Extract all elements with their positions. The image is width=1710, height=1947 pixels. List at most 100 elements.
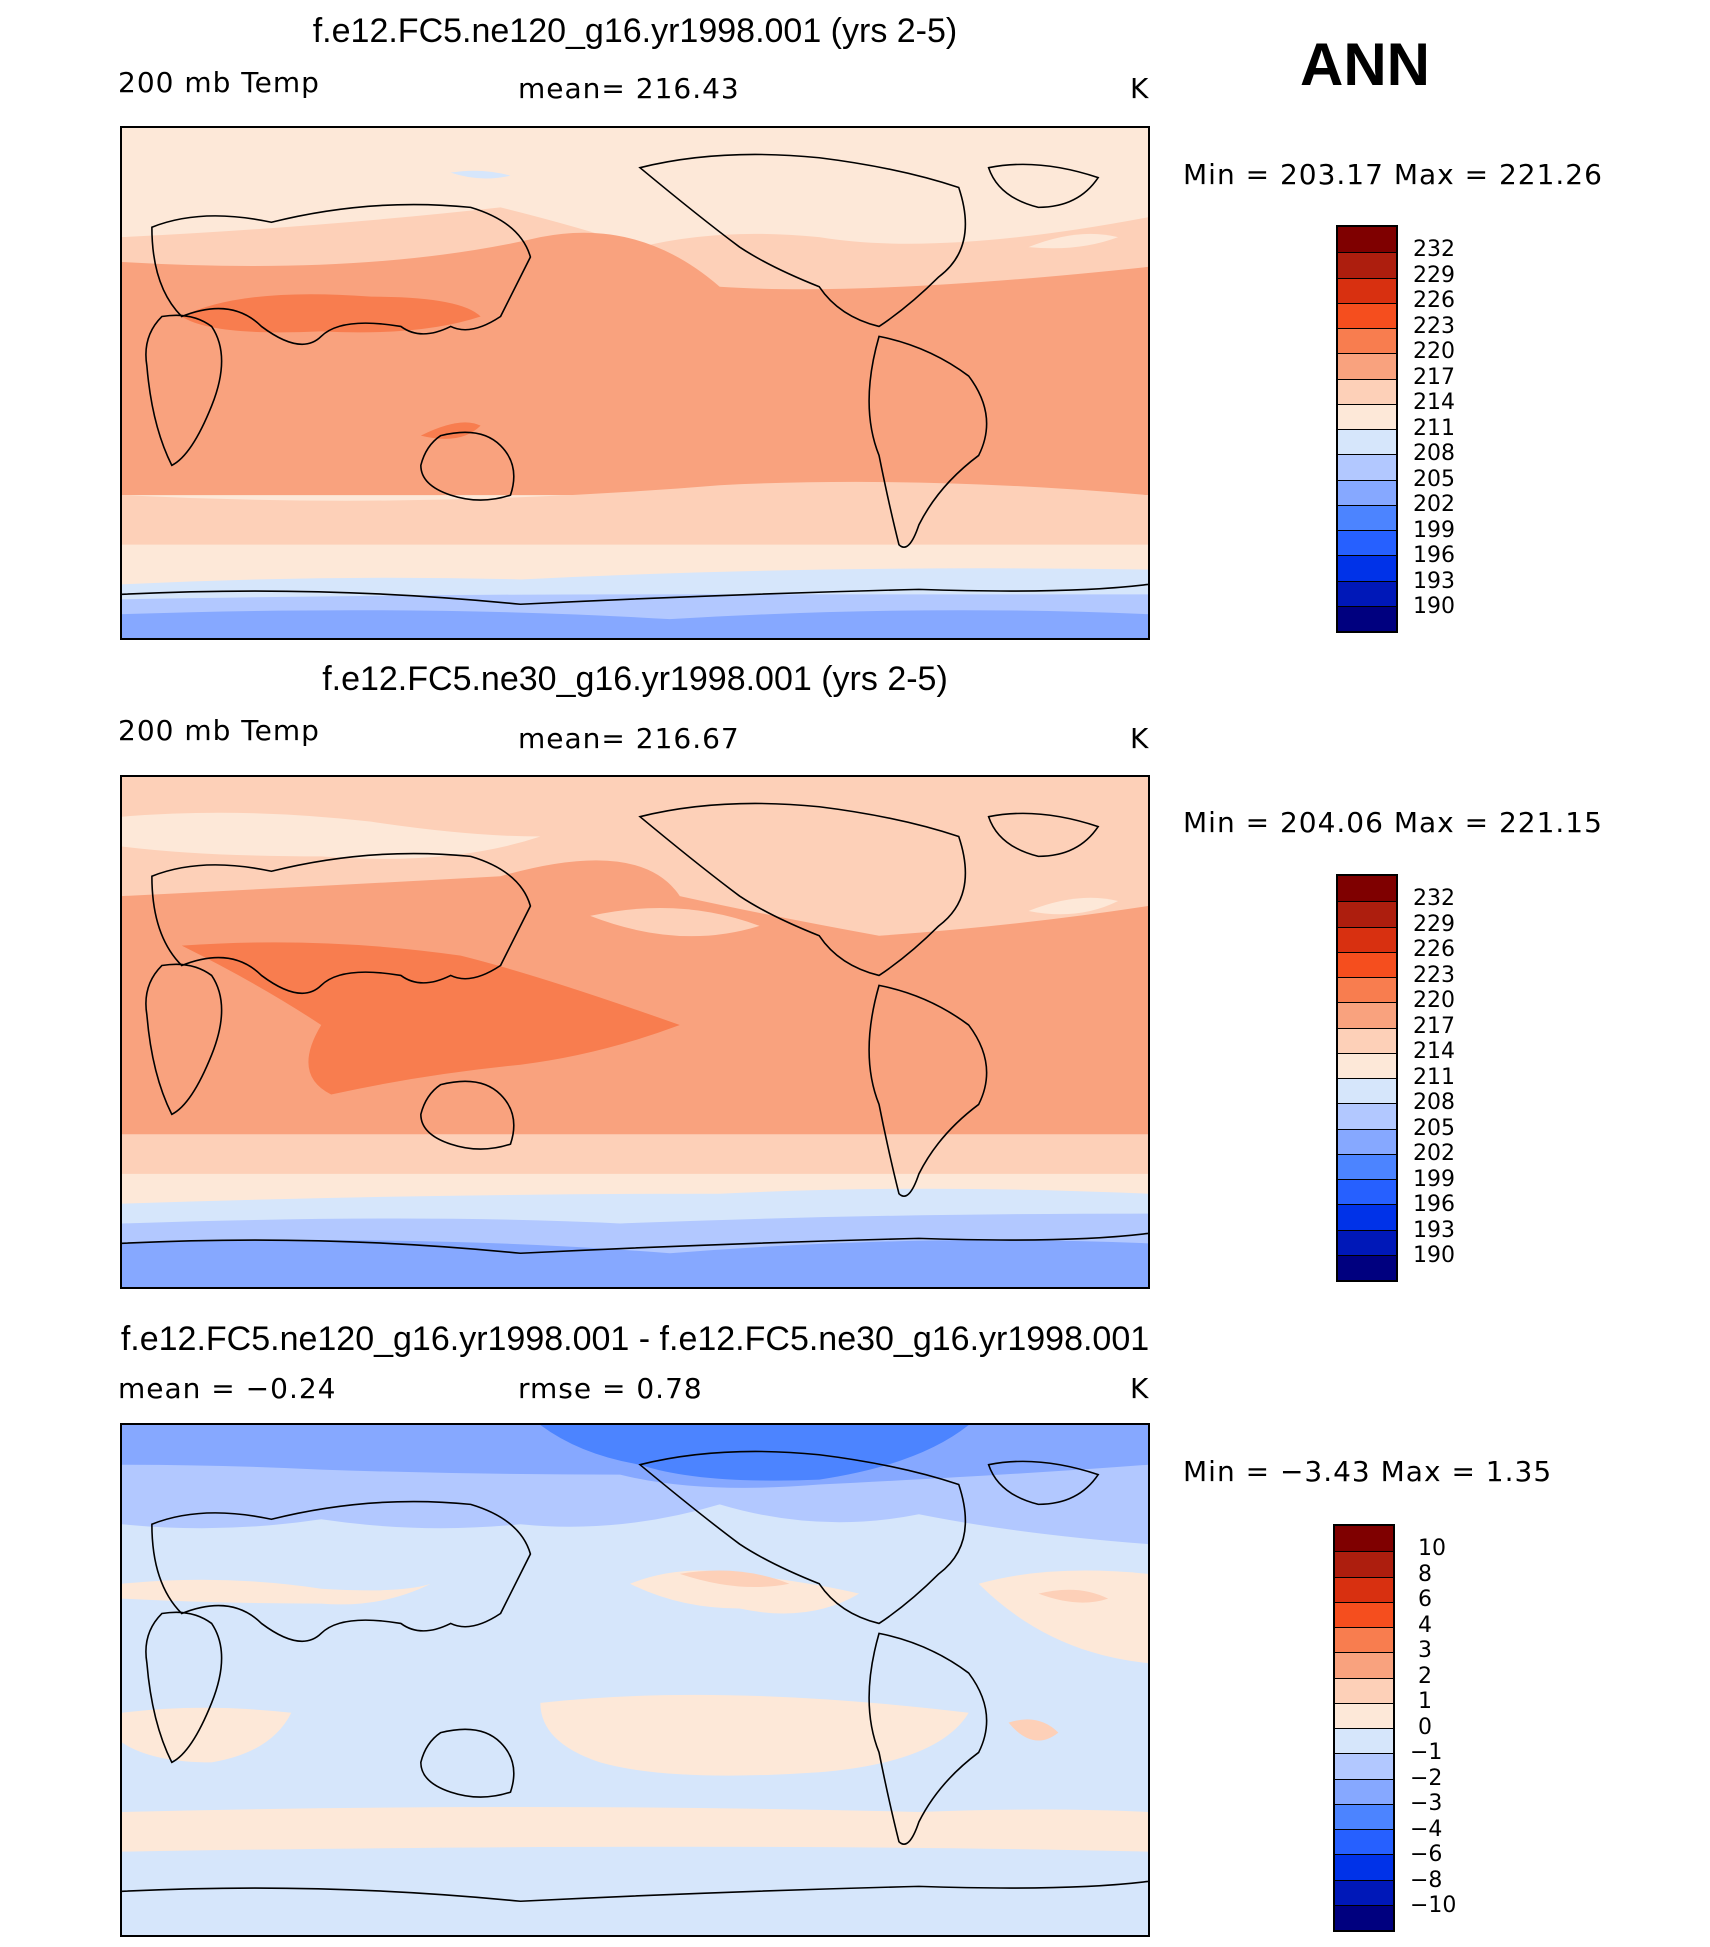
cb3-label-1: 8 xyxy=(1418,1561,1432,1587)
cb3-label-12: −6 xyxy=(1410,1842,1443,1867)
colorbar-swatch xyxy=(1338,454,1396,480)
cb2-label-11: 199 xyxy=(1413,1166,1455,1192)
colorbar-swatch xyxy=(1338,328,1396,354)
cb1-label-14: 190 xyxy=(1413,594,1455,619)
cb2-label-2: 226 xyxy=(1413,937,1455,962)
colorbar-swatch xyxy=(1338,1128,1396,1154)
colorbar-swatch xyxy=(1338,1229,1396,1255)
cb3-label-4: 3 xyxy=(1418,1638,1432,1663)
cb2-label-3: 223 xyxy=(1413,962,1455,988)
colorbar-swatch xyxy=(1338,479,1396,505)
colorbar-swatch xyxy=(1338,1153,1396,1179)
cb1-label-11: 199 xyxy=(1413,517,1455,543)
colorbar-swatch xyxy=(1335,1728,1393,1754)
panel-1-colorbar-labels: 232 229 226 223 220 217 214 211 208 205 … xyxy=(1413,237,1493,619)
cb2-label-6: 214 xyxy=(1413,1039,1455,1064)
cb3-label-3: 4 xyxy=(1418,1612,1432,1638)
panel-1-contour-plot xyxy=(122,128,1148,638)
colorbar-swatch xyxy=(1335,1702,1393,1728)
cb2-label-0: 232 xyxy=(1413,886,1455,911)
cb2-label-8: 208 xyxy=(1413,1090,1455,1115)
colorbar-swatch xyxy=(1338,302,1396,328)
panel-3-colorbar-labels: 10 8 6 4 3 2 1 0 −1 −2 −3 −4 −6 −8 −10 xyxy=(1410,1536,1490,1918)
cb1-label-7: 211 xyxy=(1413,415,1455,441)
colorbar-swatch xyxy=(1338,1204,1396,1230)
colorbar-swatch xyxy=(1338,901,1396,927)
panel-3-contour-plot xyxy=(122,1425,1148,1935)
cb1-label-4: 220 xyxy=(1413,339,1455,364)
panel-2-units: K xyxy=(1130,722,1150,755)
colorbar-swatch xyxy=(1338,1027,1396,1053)
panel-3-units: K xyxy=(1130,1372,1150,1405)
cb2-label-10: 202 xyxy=(1413,1141,1455,1166)
panel-2-map xyxy=(120,775,1150,1289)
cb3-label-0: 10 xyxy=(1418,1536,1446,1561)
cb2-label-14: 190 xyxy=(1413,1243,1455,1268)
cb1-label-13: 193 xyxy=(1413,568,1455,594)
panel-1-map xyxy=(120,126,1150,640)
colorbar-swatch xyxy=(1338,580,1396,606)
colorbar-swatch xyxy=(1338,403,1396,429)
panel-2-minmax: Min = 204.06 Max = 221.15 xyxy=(1183,806,1603,839)
colorbar-swatch xyxy=(1335,1677,1393,1703)
cb3-label-5: 2 xyxy=(1418,1663,1432,1689)
colorbar-swatch xyxy=(1338,1078,1396,1104)
panel-3-colorbar xyxy=(1333,1524,1395,1932)
colorbar-swatch xyxy=(1338,951,1396,977)
colorbar-swatch xyxy=(1335,1551,1393,1577)
colorbar-swatch xyxy=(1338,1103,1396,1129)
cb3-label-6: 1 xyxy=(1418,1689,1432,1714)
cb1-label-8: 208 xyxy=(1413,441,1455,466)
cb2-label-5: 217 xyxy=(1413,1013,1455,1039)
colorbar-swatch xyxy=(1338,1002,1396,1028)
cb1-label-3: 223 xyxy=(1413,313,1455,339)
cb3-label-8: −1 xyxy=(1410,1740,1443,1765)
cb1-label-12: 196 xyxy=(1413,543,1455,568)
panel-1-minmax: Min = 203.17 Max = 221.26 xyxy=(1183,158,1603,191)
panel-2-colorbar-labels: 232 229 226 223 220 217 214 211 208 205 … xyxy=(1413,886,1493,1268)
panel-2-title: f.e12.FC5.ne30_g16.yr1998.001 (yrs 2-5) xyxy=(322,660,948,698)
colorbar-swatch xyxy=(1338,252,1396,278)
cb1-label-6: 214 xyxy=(1413,390,1455,415)
colorbar-swatch xyxy=(1335,1904,1393,1930)
colorbar-swatch xyxy=(1338,530,1396,556)
colorbar-swatch xyxy=(1338,926,1396,952)
cb2-label-12: 196 xyxy=(1413,1192,1455,1217)
colorbar-swatch xyxy=(1335,1601,1393,1627)
cb3-label-2: 6 xyxy=(1418,1587,1432,1612)
colorbar-swatch xyxy=(1335,1879,1393,1905)
cb1-label-1: 229 xyxy=(1413,262,1455,288)
cb2-label-7: 211 xyxy=(1413,1064,1455,1090)
colorbar-swatch xyxy=(1338,876,1396,902)
colorbar-swatch xyxy=(1335,1854,1393,1880)
colorbar-swatch xyxy=(1338,555,1396,581)
panel-3-rmse: rmse = 0.78 xyxy=(518,1372,703,1405)
colorbar-swatch xyxy=(1335,1778,1393,1804)
colorbar-swatch xyxy=(1338,353,1396,379)
colorbar-swatch xyxy=(1338,429,1396,455)
panel-1-units: K xyxy=(1130,72,1150,105)
cb1-label-9: 205 xyxy=(1413,466,1455,492)
panel-1-variable: 200 mb Temp xyxy=(118,66,320,99)
panel-2-stat: mean= 216.67 xyxy=(518,722,740,755)
cb3-label-11: −4 xyxy=(1410,1816,1443,1842)
colorbar-swatch xyxy=(1338,1179,1396,1205)
cb2-label-9: 205 xyxy=(1413,1115,1455,1141)
cb2-label-13: 193 xyxy=(1413,1217,1455,1243)
panel-2-contour-plot xyxy=(122,777,1148,1287)
panel-1-colorbar xyxy=(1336,225,1398,633)
panel-3-title: f.e12.FC5.ne120_g16.yr1998.001 - f.e12.F… xyxy=(120,1320,1150,1358)
colorbar-swatch xyxy=(1335,1576,1393,1602)
panel-1-stat: mean= 216.43 xyxy=(518,72,740,105)
cb3-label-10: −3 xyxy=(1410,1791,1443,1816)
colorbar-swatch xyxy=(1338,605,1396,631)
cb1-label-2: 226 xyxy=(1413,288,1455,313)
cb3-label-14: −10 xyxy=(1410,1893,1457,1918)
colorbar-swatch xyxy=(1338,504,1396,530)
cb3-label-13: −8 xyxy=(1410,1867,1443,1893)
colorbar-swatch xyxy=(1338,227,1396,253)
panel-2-variable: 200 mb Temp xyxy=(118,714,320,747)
cb1-label-0: 232 xyxy=(1413,237,1455,262)
panel-2-colorbar xyxy=(1336,874,1398,1282)
colorbar-swatch xyxy=(1338,1254,1396,1280)
